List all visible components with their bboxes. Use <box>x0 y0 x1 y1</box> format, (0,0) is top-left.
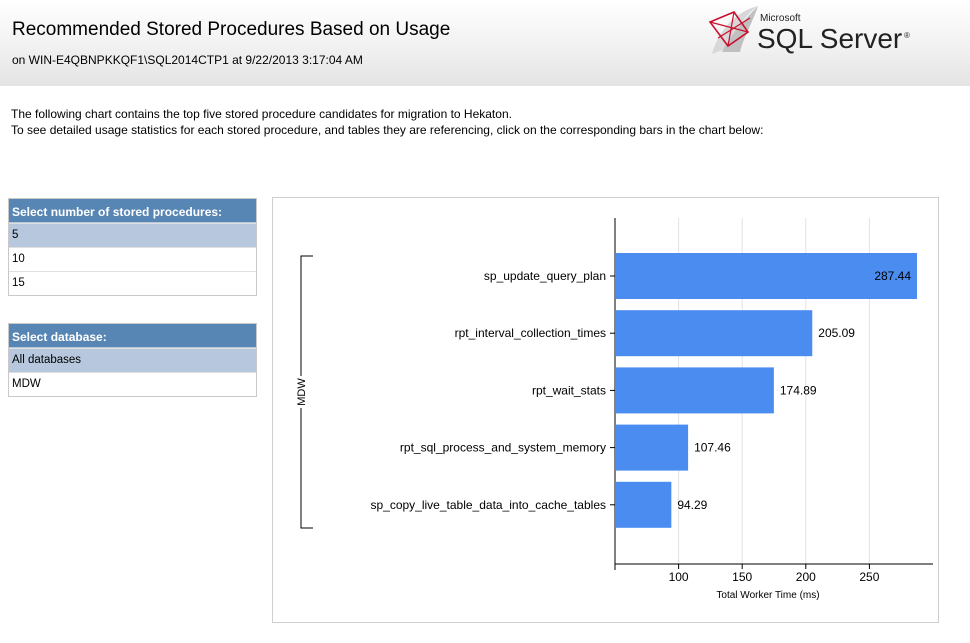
category-label-sp_copy_live_table_data_into_cache_tables: sp_copy_live_table_data_into_cache_table… <box>370 498 606 512</box>
x-tick-label-100: 100 <box>669 570 689 584</box>
count-option-10[interactable]: 10 <box>9 247 256 271</box>
group-label: MDW <box>296 378 308 406</box>
sql-server-logo: Microsoft SQL Server ® <box>708 6 910 54</box>
x-tick-label-250: 250 <box>859 570 879 584</box>
intro-line-2: To see detailed usage statistics for eac… <box>11 123 764 137</box>
count-option-5[interactable]: 5 <box>9 223 256 247</box>
x-tick-label-150: 150 <box>732 570 752 584</box>
usage-chart: 100 150 200 250 Total Worker Time (ms) sp_upd… <box>272 197 939 623</box>
bar-rpt_interval_collection_times[interactable] <box>615 310 813 357</box>
page-title: Recommended Stored Procedures Based on U… <box>12 19 451 40</box>
usage-chart-svg: 100 150 200 250 Total Worker Time (ms) sp_upd… <box>294 218 933 601</box>
page-subtitle: on WIN-E4QBNPKKQF1\SQL2014CTP1 at 9/22/2… <box>12 53 363 67</box>
database-selector-panel: Select database: All databases MDW <box>8 323 257 397</box>
count-selector-title: Select number of stored procedures: <box>9 199 256 223</box>
bar-rpt_sql_process_and_system_memory[interactable] <box>615 424 689 471</box>
value-label-sp_update_query_plan: 287.44 <box>874 269 911 283</box>
bar-rpt_wait_stats[interactable] <box>615 367 774 414</box>
category-label-sp_update_query_plan: sp_update_query_plan <box>484 269 606 283</box>
intro-text: The following chart contains the top fiv… <box>11 106 763 138</box>
group-label-bg <box>294 376 308 408</box>
logo-main-text: SQL Server <box>757 23 902 54</box>
value-label-rpt_interval_collection_times: 205.09 <box>818 326 855 340</box>
value-label-rpt_wait_stats: 174.89 <box>780 383 817 397</box>
value-label-rpt_sql_process_and_system_memory: 107.46 <box>694 441 731 455</box>
value-label-sp_copy_live_table_data_into_cache_tables: 94.29 <box>677 498 707 512</box>
intro-line-1: The following chart contains the top fiv… <box>11 107 512 121</box>
database-option-all[interactable]: All databases <box>9 348 256 372</box>
sql-server-logo-icon <box>708 6 758 54</box>
category-label-rpt_sql_process_and_system_memory: rpt_sql_process_and_system_memory <box>400 441 606 455</box>
bar-sp_copy_live_table_data_into_cache_tables[interactable] <box>615 481 672 528</box>
category-label-rpt_wait_stats: rpt_wait_stats <box>532 383 606 397</box>
x-axis-title: Total Worker Time (ms) <box>716 590 819 601</box>
logo-small-text: Microsoft <box>760 13 801 24</box>
database-option-mdw[interactable]: MDW <box>9 372 256 396</box>
count-option-15[interactable]: 15 <box>9 271 256 295</box>
report-header: Recommended Stored Procedures Based on U… <box>0 0 970 86</box>
x-tick-label-200: 200 <box>796 570 816 584</box>
logo-mark-text: ® <box>904 31 910 40</box>
count-selector-panel: Select number of stored procedures: 5 10… <box>8 198 257 296</box>
category-label-rpt_interval_collection_times: rpt_interval_collection_times <box>455 326 606 340</box>
database-selector-title: Select database: <box>9 324 256 348</box>
bar-sp_update_query_plan[interactable] <box>615 253 918 299</box>
